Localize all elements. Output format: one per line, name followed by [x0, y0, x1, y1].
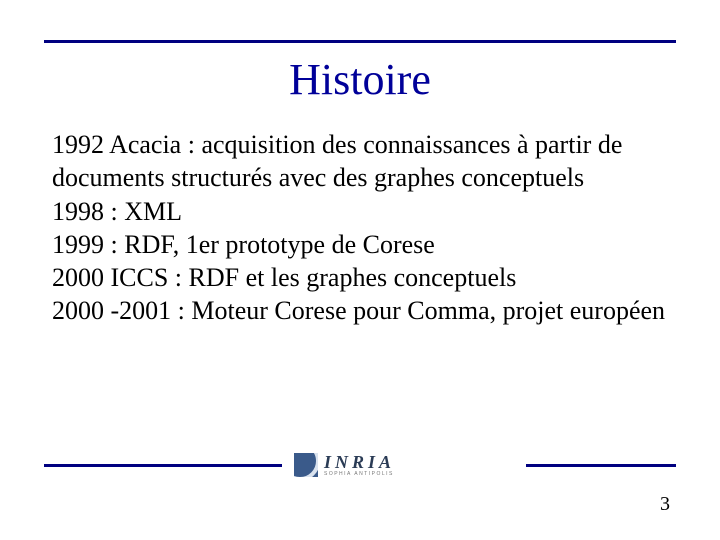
body-line: 2000 -2001 : Moteur Corese pour Comma, p… [52, 294, 668, 327]
inria-logo: INRIA SOPHIA ANTIPOLIS [294, 450, 395, 480]
body-line: 1999 : RDF, 1er prototype de Corese [52, 228, 668, 261]
body-line: 1998 : XML [52, 195, 668, 228]
logo-main-text: INRIA [324, 453, 395, 471]
logo-swoosh-icon [294, 453, 318, 477]
logo-text: INRIA SOPHIA ANTIPOLIS [324, 453, 395, 477]
slide-title: Histoire [0, 54, 720, 105]
footer: INRIA SOPHIA ANTIPOLIS [44, 450, 676, 480]
body-line: 2000 ICCS : RDF et les graphes conceptue… [52, 261, 668, 294]
logo-mark-icon [294, 453, 318, 477]
slide-body: 1992 Acacia : acquisition des connaissan… [52, 128, 668, 328]
slide: Histoire 1992 Acacia : acquisition des c… [0, 0, 720, 540]
top-rule [44, 40, 676, 43]
page-number: 3 [660, 493, 670, 516]
body-line: 1992 Acacia : acquisition des connaissan… [52, 128, 668, 195]
footer-rule-right [526, 464, 676, 467]
footer-rule-left [44, 464, 282, 467]
logo-sub-text: SOPHIA ANTIPOLIS [324, 472, 395, 477]
